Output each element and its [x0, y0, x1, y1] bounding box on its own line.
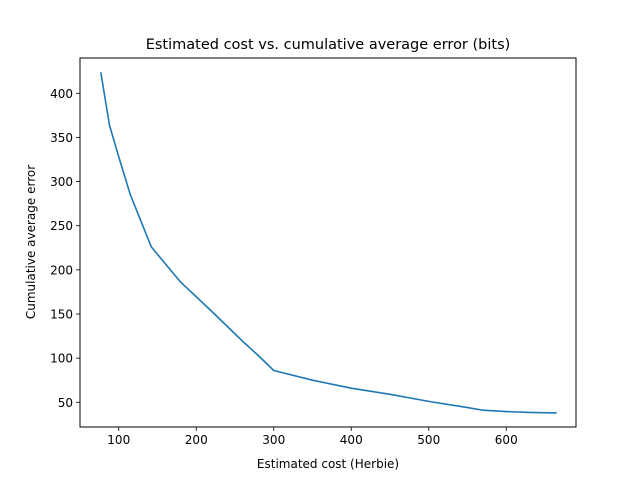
x-tick-label: 300: [262, 433, 285, 447]
x-axis-label: Estimated cost (Herbie): [257, 457, 399, 471]
y-tick-label: 350: [50, 131, 73, 145]
x-tick-label: 600: [495, 433, 518, 447]
x-axis: 100 200 300 400 500 600: [107, 427, 518, 447]
y-tick-label: 150: [50, 308, 73, 322]
chart-title: Estimated cost vs. cumulative average er…: [146, 37, 511, 53]
y-tick-label: 100: [50, 352, 73, 366]
y-tick-label: 250: [50, 219, 73, 233]
plot-frame: [79, 57, 577, 428]
y-tick-label: 400: [50, 87, 73, 101]
series-layer: [100, 72, 557, 414]
x-tick-label: 100: [107, 433, 130, 447]
y-tick-label: 50: [58, 396, 73, 410]
y-axis: 50 100 150 200 250 300 350 400: [50, 87, 80, 410]
y-tick-label: 300: [50, 175, 73, 189]
x-tick-label: 200: [185, 433, 208, 447]
x-tick-label: 500: [417, 433, 440, 447]
series-line-0: [100, 72, 557, 414]
x-tick-label: 400: [340, 433, 363, 447]
y-tick-label: 200: [50, 263, 73, 277]
y-axis-label: Cumulative average error: [24, 165, 38, 319]
